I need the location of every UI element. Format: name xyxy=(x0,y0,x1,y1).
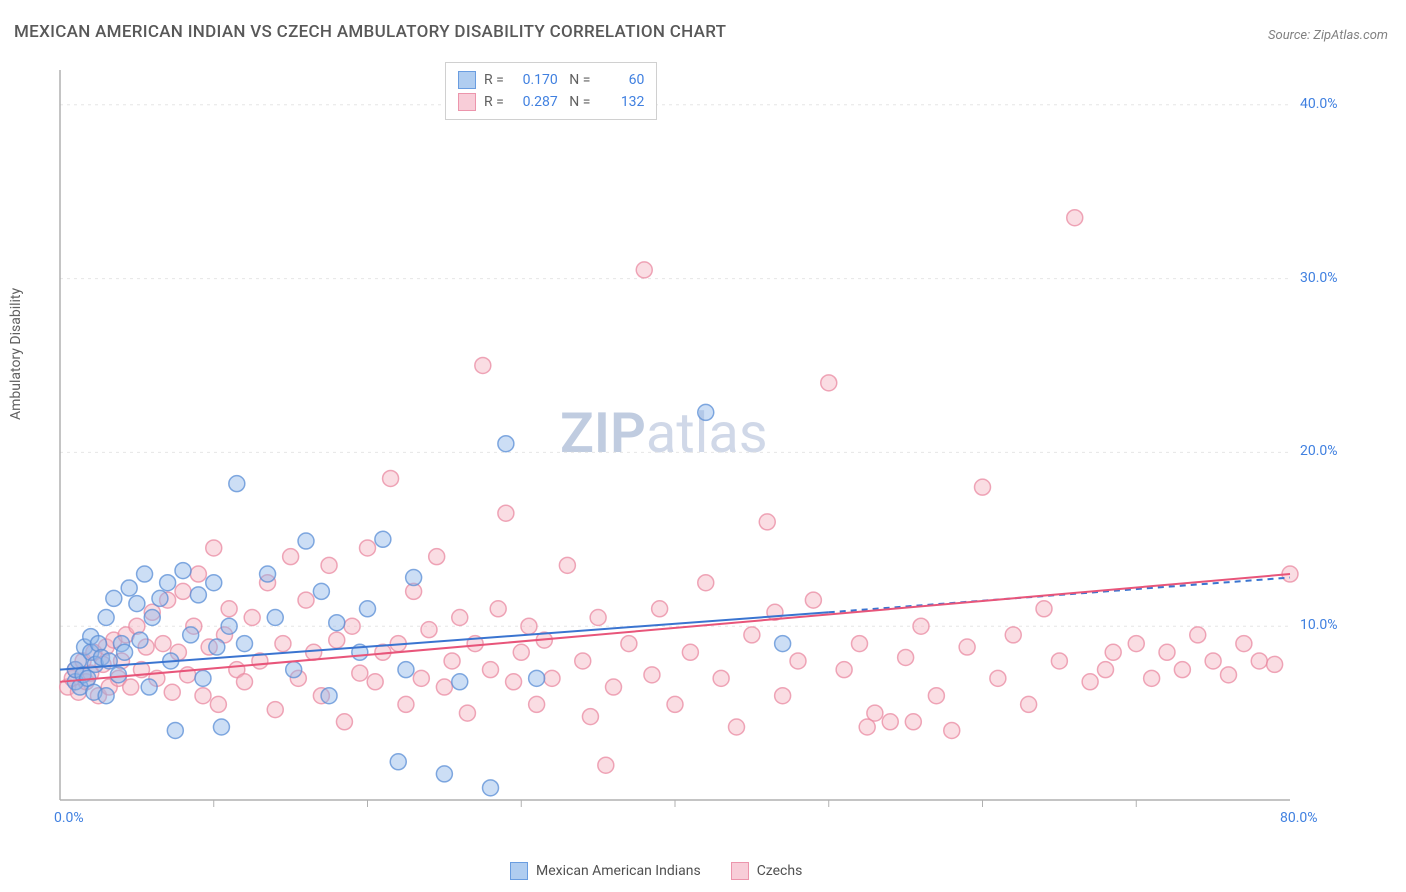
series-name-0: Mexican American Indians xyxy=(536,863,701,879)
x-max-label: 80.0% xyxy=(1280,810,1318,826)
legend-stats-row-1: R = 0.287 N = 132 xyxy=(458,91,644,113)
y-tick-label: 30.0% xyxy=(1300,270,1338,286)
y-tick-label: 40.0% xyxy=(1300,96,1338,112)
swatch-series-0 xyxy=(458,71,476,89)
legend-stats: R = 0.170 N = 60 R = 0.287 N = 132 xyxy=(445,62,657,120)
legend-item-0: Mexican American Indians xyxy=(510,862,701,880)
chart-title: MEXICAN AMERICAN INDIAN VS CZECH AMBULAT… xyxy=(14,22,726,42)
n-value-0: 60 xyxy=(598,72,644,88)
swatch-bottom-1 xyxy=(731,862,749,880)
n-value-1: 132 xyxy=(598,94,644,110)
series-name-1: Czechs xyxy=(757,863,803,879)
y-axis-label: Ambulatory Disability xyxy=(8,288,24,420)
y-tick-label: 10.0% xyxy=(1300,617,1338,633)
swatch-bottom-0 xyxy=(510,862,528,880)
r-value-0: 0.170 xyxy=(512,72,558,88)
swatch-series-1 xyxy=(458,93,476,111)
legend-item-1: Czechs xyxy=(731,862,803,880)
y-tick-label: 20.0% xyxy=(1300,443,1338,459)
legend-stats-row-0: R = 0.170 N = 60 xyxy=(458,69,644,91)
scatter-plot xyxy=(50,60,1350,840)
x-min-label: 0.0% xyxy=(54,810,84,826)
legend-series: Mexican American Indians Czechs xyxy=(510,862,802,880)
source-credit: Source: ZipAtlas.com xyxy=(1268,28,1388,43)
r-value-1: 0.287 xyxy=(512,94,558,110)
